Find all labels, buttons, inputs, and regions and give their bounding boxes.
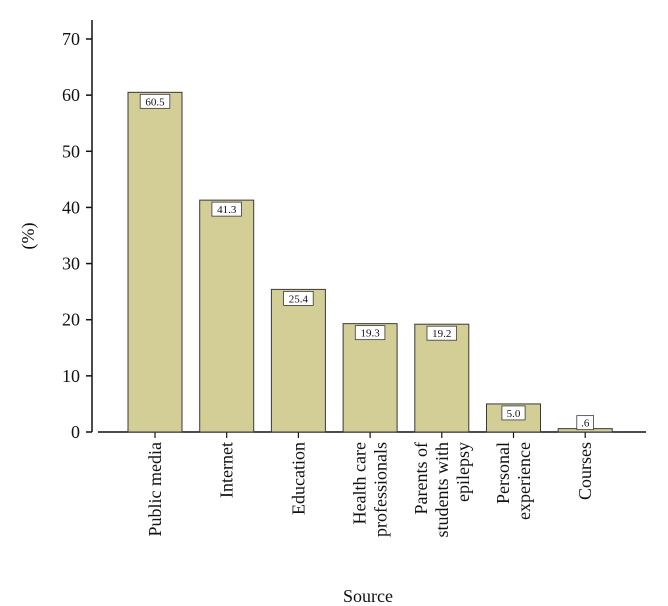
data-label: 41.3 xyxy=(217,204,237,216)
data-label-box xyxy=(501,405,526,421)
data-label-box xyxy=(576,415,594,431)
x-axis-title: Source xyxy=(343,586,393,606)
bar xyxy=(342,323,398,433)
category-label-line: Personal xyxy=(493,442,513,504)
category-label-line: professionals xyxy=(371,442,391,537)
category-label-line: Internet xyxy=(217,442,237,498)
category-label-line: students with xyxy=(432,442,452,538)
category-label-line: Education xyxy=(288,442,308,515)
category-label-line: Courses xyxy=(575,442,595,500)
category-label-line: Public media xyxy=(145,442,165,536)
data-label-box xyxy=(354,325,386,341)
category-label-line: experience xyxy=(514,442,534,520)
data-label: .6 xyxy=(581,418,590,430)
y-tick-label: 0 xyxy=(71,422,80,442)
category-label: Health care professionals xyxy=(350,442,391,537)
y-tick-label: 30 xyxy=(62,254,80,274)
category-label: Parents of students with epilepsy xyxy=(411,442,473,538)
data-label: 19.3 xyxy=(360,328,380,340)
data-label: 5.0 xyxy=(507,408,521,420)
bar xyxy=(414,323,470,433)
category-label: Internet xyxy=(217,442,237,498)
data-label: 25.4 xyxy=(289,293,309,305)
y-tick-label: 50 xyxy=(62,141,80,161)
data-label-box xyxy=(426,325,458,341)
y-tick-label: 70 xyxy=(62,29,80,49)
category-labels: Public media Internet Education Health care… xyxy=(145,442,595,538)
y-tick-label: 20 xyxy=(62,310,80,330)
bar xyxy=(199,199,255,433)
category-label-line: epilepsy xyxy=(453,442,473,502)
data-label: 19.2 xyxy=(432,328,451,340)
data-label: 60.5 xyxy=(145,96,165,108)
y-tick-label: 10 xyxy=(62,366,80,386)
category-label: Courses xyxy=(575,442,595,500)
y-tick-label: 40 xyxy=(62,197,80,217)
data-label-box xyxy=(139,93,171,109)
category-label: Public media xyxy=(145,442,165,536)
category-label-line: Parents of xyxy=(411,442,431,514)
bars: 60.5 41.3 25.4 19.3 19.2 5.0 .6 xyxy=(127,91,613,433)
data-label-box xyxy=(211,201,242,217)
y-tick-label: 60 xyxy=(62,85,80,105)
y-axis: 0 10 20 30 40 50 60 70 xyxy=(62,20,93,442)
x-axis xyxy=(98,431,646,438)
data-label-box xyxy=(283,290,314,306)
category-label: Education xyxy=(288,442,308,515)
bar xyxy=(270,288,326,433)
category-label: Personal experience xyxy=(493,442,534,520)
bar xyxy=(127,91,183,433)
category-label-line: Health care xyxy=(350,442,370,524)
y-axis-title: (%) xyxy=(18,223,39,250)
